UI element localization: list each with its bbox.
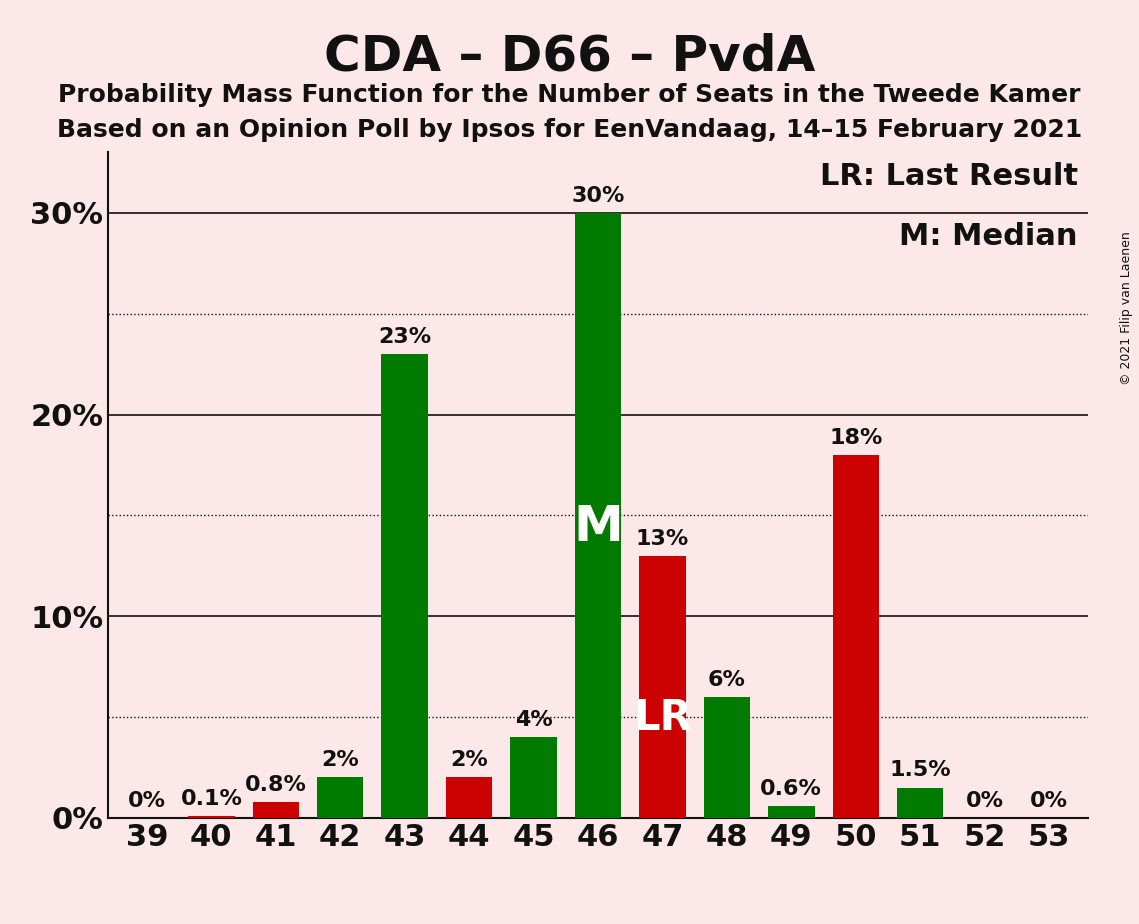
Bar — [639, 555, 686, 818]
Text: CDA – D66 – PvdA: CDA – D66 – PvdA — [323, 32, 816, 80]
Text: LR: Last Result: LR: Last Result — [820, 163, 1077, 191]
Text: 2%: 2% — [321, 750, 359, 771]
Text: M: Median: M: Median — [900, 223, 1077, 251]
Text: 6%: 6% — [708, 670, 746, 689]
Text: 0.1%: 0.1% — [180, 789, 243, 808]
Text: 4%: 4% — [515, 710, 552, 730]
Bar — [382, 354, 428, 818]
Bar — [833, 455, 879, 818]
Text: 0.6%: 0.6% — [761, 779, 822, 798]
Text: 23%: 23% — [378, 327, 432, 347]
Bar — [704, 697, 751, 818]
Text: M: M — [573, 504, 623, 552]
Text: 0%: 0% — [128, 791, 166, 810]
Text: Probability Mass Function for the Number of Seats in the Tweede Kamer: Probability Mass Function for the Number… — [58, 83, 1081, 107]
Bar — [317, 777, 363, 818]
Bar — [445, 777, 492, 818]
Text: 0.8%: 0.8% — [245, 774, 306, 795]
Bar — [768, 806, 814, 818]
Bar — [188, 816, 235, 818]
Bar — [253, 802, 298, 818]
Text: © 2021 Filip van Laenen: © 2021 Filip van Laenen — [1121, 231, 1133, 384]
Text: 30%: 30% — [572, 186, 624, 206]
Text: 18%: 18% — [829, 428, 883, 448]
Text: 13%: 13% — [636, 529, 689, 549]
Text: 0%: 0% — [966, 791, 1003, 810]
Bar — [575, 213, 621, 818]
Text: 2%: 2% — [450, 750, 487, 771]
Text: 1.5%: 1.5% — [890, 760, 951, 781]
Text: 0%: 0% — [1030, 791, 1068, 810]
Text: LR: LR — [633, 697, 691, 739]
Text: Based on an Opinion Poll by Ipsos for EenVandaag, 14–15 February 2021: Based on an Opinion Poll by Ipsos for Ee… — [57, 118, 1082, 142]
Bar — [510, 737, 557, 818]
Bar — [898, 787, 943, 818]
